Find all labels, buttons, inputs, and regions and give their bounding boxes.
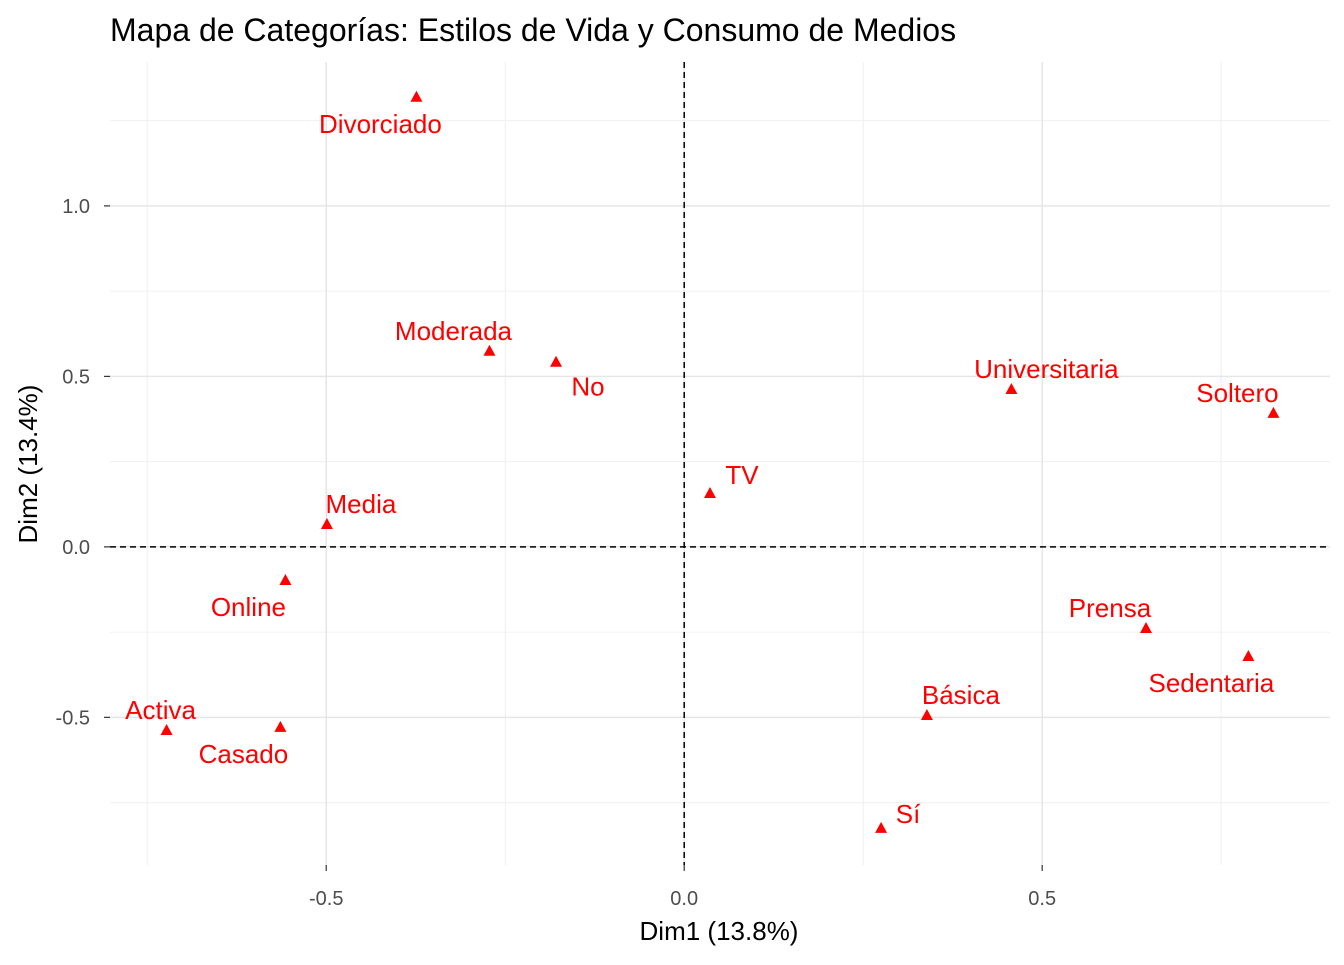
- point-label: Soltero: [1196, 378, 1278, 408]
- y-tick-label: -0.5: [56, 707, 90, 729]
- point-marker: [1139, 622, 1152, 634]
- point-marker: [279, 573, 292, 585]
- point-label: TV: [725, 460, 759, 490]
- x-tick-label: 0.5: [1028, 888, 1056, 910]
- point-label: Sedentaria: [1148, 668, 1274, 698]
- chart-title: Mapa de Categorías: Estilos de Vida y Co…: [110, 12, 956, 48]
- point-marker: [320, 518, 333, 530]
- point-marker: [1005, 382, 1018, 394]
- point-marker: [274, 720, 287, 732]
- point-label: Divorciado: [319, 109, 442, 139]
- x-axis-title: Dim1 (13.8%): [640, 916, 799, 946]
- x-tick-label: 0.0: [670, 888, 698, 910]
- point-marker: [483, 344, 496, 356]
- point-marker: [920, 708, 933, 720]
- point-marker: [160, 723, 173, 735]
- point-marker: [1267, 406, 1280, 418]
- x-tick-label: -0.5: [309, 888, 343, 910]
- point-label: Prensa: [1069, 593, 1152, 623]
- point-label: Casado: [199, 739, 289, 769]
- axes: -0.5 0.0 0.5 -0.5 0.0 0.5 1.0: [56, 62, 1330, 910]
- point-label: Básica: [922, 680, 1001, 710]
- point-label: No: [571, 372, 604, 402]
- point-marker: [1242, 649, 1255, 661]
- point-label: Sí: [896, 799, 921, 829]
- point-marker: [410, 90, 423, 102]
- point-label: Media: [326, 489, 397, 519]
- point-label: Moderada: [395, 316, 513, 346]
- points: Divorciado Moderada No Universitaria Soltero…: [125, 90, 1280, 833]
- point-marker: [703, 486, 716, 498]
- y-tick-label: 0.0: [62, 537, 90, 559]
- grid: [110, 62, 1330, 865]
- point-marker: [875, 821, 888, 833]
- point-marker: [550, 355, 563, 367]
- point-label: Universitaria: [974, 354, 1119, 384]
- point-label: Online: [211, 592, 286, 622]
- y-tick-label: 0.5: [62, 366, 90, 388]
- y-tick-label: 1.0: [62, 196, 90, 218]
- point-label: Activa: [125, 695, 196, 725]
- y-axis-title: Dim2 (13.4%): [13, 385, 43, 544]
